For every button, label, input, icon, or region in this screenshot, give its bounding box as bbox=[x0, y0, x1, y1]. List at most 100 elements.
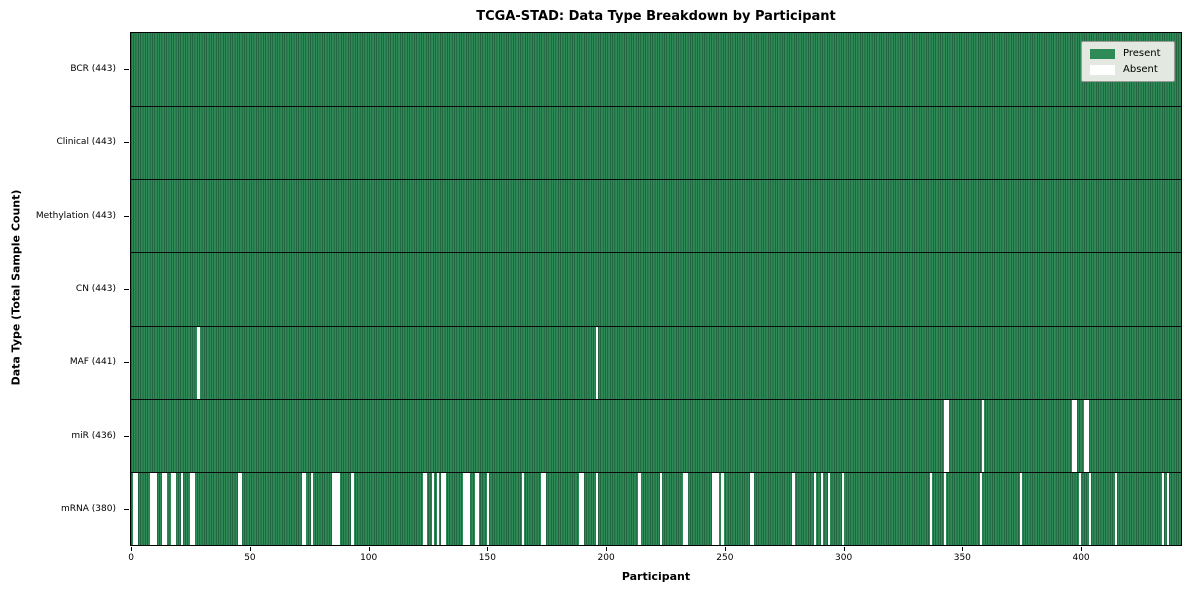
absent-mark bbox=[173, 472, 177, 545]
absent-mark bbox=[685, 472, 688, 545]
legend: Present Absent bbox=[1081, 41, 1175, 82]
row-Methylation bbox=[131, 179, 1181, 253]
absent-mark bbox=[981, 399, 985, 472]
ytick-label-MAF: MAF (441) bbox=[69, 357, 116, 368]
xtick-mark bbox=[249, 547, 251, 551]
xtick-label-300: 300 bbox=[835, 553, 853, 563]
absent-mark bbox=[337, 472, 340, 545]
absent-mark bbox=[813, 472, 816, 545]
chart-title: TCGA-STAD: Data Type Breakdown by Partic… bbox=[476, 9, 836, 24]
y-axis-ticks: BCR (443) Clinical (443) Methylation (443)… bbox=[0, 32, 130, 546]
absent-mark bbox=[1071, 399, 1075, 472]
absent-mark bbox=[659, 472, 662, 545]
absent-mark bbox=[240, 472, 243, 545]
absent-mark bbox=[792, 472, 795, 545]
absent-mark bbox=[301, 472, 304, 545]
legend-item-absent: Absent bbox=[1090, 64, 1166, 75]
absent-mark bbox=[683, 472, 686, 545]
ytick-mark bbox=[124, 289, 129, 290]
absent-mark bbox=[477, 472, 480, 545]
absent-mark bbox=[332, 472, 335, 545]
row-mRNA bbox=[131, 471, 1181, 545]
x-axis-ticks: 0 50 100 150 200 250 300 350 400 bbox=[128, 547, 1182, 567]
absent-mark bbox=[441, 472, 444, 545]
absent-mark bbox=[1019, 472, 1023, 545]
absent-mark bbox=[462, 472, 466, 545]
absent-mark bbox=[749, 472, 752, 545]
ytick-label-Clinical: Clinical (443) bbox=[56, 137, 116, 148]
row-BCR bbox=[131, 33, 1181, 107]
absent-mark bbox=[149, 472, 153, 545]
row-bars-MAF bbox=[131, 326, 1181, 399]
absent-mark bbox=[714, 472, 717, 545]
row-bars-CN bbox=[131, 253, 1181, 326]
xtick-mark bbox=[131, 547, 133, 551]
x-axis-label: Participant bbox=[621, 570, 691, 583]
absent-mark bbox=[1074, 399, 1077, 472]
ytick-mark bbox=[124, 362, 129, 364]
absent-mark bbox=[467, 472, 470, 545]
absent-mark bbox=[1166, 472, 1170, 545]
absent-mark bbox=[581, 472, 584, 545]
absent-mark bbox=[716, 472, 719, 545]
row-MAF bbox=[131, 325, 1181, 399]
absent-mark bbox=[1086, 399, 1089, 472]
absent-mark bbox=[979, 472, 982, 545]
ytick-label-miR: miR (436) bbox=[71, 430, 116, 441]
absent-mark bbox=[180, 472, 184, 545]
absent-mark bbox=[465, 472, 468, 545]
absent-mark bbox=[827, 472, 831, 545]
absent-mark bbox=[164, 472, 167, 545]
ytick-mark bbox=[124, 142, 129, 144]
absent-mark bbox=[152, 472, 155, 545]
absent-mark bbox=[474, 472, 478, 545]
absent-mark bbox=[929, 472, 933, 545]
absent-mark bbox=[351, 472, 354, 545]
xtick-label-400: 400 bbox=[1072, 553, 1090, 563]
ytick-mark bbox=[124, 435, 129, 437]
ytick-mark bbox=[124, 509, 129, 511]
absent-mark bbox=[334, 472, 338, 545]
absent-mark bbox=[432, 472, 435, 545]
absent-mark bbox=[486, 472, 489, 545]
absent-mark bbox=[638, 472, 641, 545]
xtick-label-250: 250 bbox=[716, 553, 734, 563]
absent-mark bbox=[192, 472, 195, 545]
xtick-label-100: 100 bbox=[360, 553, 378, 563]
absent-mark bbox=[154, 472, 158, 545]
absent-mark bbox=[422, 472, 425, 545]
absent-mark bbox=[1162, 472, 1165, 545]
row-Clinical bbox=[131, 106, 1181, 180]
xtick-mark bbox=[606, 547, 608, 551]
absent-mark bbox=[578, 472, 582, 545]
absent-mark bbox=[751, 472, 755, 545]
absent-mark bbox=[522, 472, 525, 545]
absent-mark bbox=[171, 472, 174, 545]
absent-mark bbox=[595, 472, 598, 545]
row-bars-miR bbox=[131, 399, 1181, 472]
xtick-label-350: 350 bbox=[953, 553, 971, 563]
absent-mark bbox=[1079, 472, 1082, 545]
xtick-mark bbox=[368, 547, 370, 551]
absent-mark bbox=[311, 472, 314, 545]
row-bars-Clinical bbox=[131, 107, 1181, 180]
absent-mark bbox=[190, 472, 193, 545]
row-bars-mRNA bbox=[131, 472, 1181, 545]
absent-mark bbox=[711, 472, 715, 545]
absent-mark bbox=[436, 472, 440, 545]
xtick-mark bbox=[843, 547, 845, 551]
absent-mark bbox=[543, 472, 546, 545]
absent-mark bbox=[197, 326, 200, 399]
absent-mark bbox=[135, 472, 139, 545]
row-bars-Methylation bbox=[131, 180, 1181, 253]
ytick-label-Methylation: Methylation (443) bbox=[35, 210, 116, 221]
absent-mark bbox=[820, 472, 824, 545]
xtick-mark bbox=[962, 547, 964, 551]
legend-label-absent: Absent bbox=[1123, 64, 1158, 75]
absent-mark bbox=[946, 399, 949, 472]
ytick-label-CN: CN (443) bbox=[75, 284, 116, 294]
ytick-label-BCR: BCR (443) bbox=[70, 63, 116, 74]
ytick-label-mRNA: mRNA (380) bbox=[61, 504, 116, 515]
absent-mark bbox=[237, 472, 241, 545]
plot-area: Present Absent bbox=[130, 32, 1182, 546]
